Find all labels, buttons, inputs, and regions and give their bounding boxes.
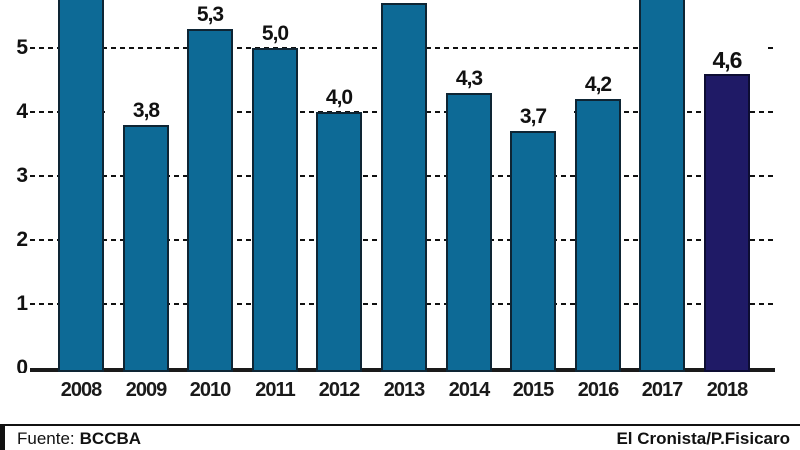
y-axis-label-4: 4 xyxy=(16,100,28,123)
y-axis-label-3: 3 xyxy=(16,164,28,187)
bar-2008 xyxy=(58,0,104,372)
y-axis-label-2: 2 xyxy=(16,228,28,251)
bar-2018 xyxy=(704,74,750,372)
value-label-2009: 3,8 xyxy=(105,98,187,124)
footer-accent-bar xyxy=(0,426,5,450)
y-axis-label-1: 1 xyxy=(16,292,28,315)
x-axis-label-2010: 2010 xyxy=(189,379,232,401)
bar-2012 xyxy=(316,112,362,372)
value-label-2016: 4,2 xyxy=(557,72,639,98)
bar-2013 xyxy=(381,3,427,372)
bar-2016 xyxy=(575,99,621,372)
bar-2017 xyxy=(639,0,685,372)
bar-2014 xyxy=(446,93,492,372)
bar-2011 xyxy=(252,48,298,372)
x-axis-label-2017: 2017 xyxy=(641,379,684,401)
bar-2009 xyxy=(123,125,169,372)
x-axis-label-2012: 2012 xyxy=(318,379,361,401)
source-label: Fuente: xyxy=(17,429,75,448)
x-axis-label-2013: 2013 xyxy=(383,379,426,401)
plot-area: 0 1 2 3 4 5 3,8 5,3 5,0 4,0 4,3 3,7 4,2 4,6 xyxy=(16,0,775,373)
x-axis-label-2016: 2016 xyxy=(577,379,620,401)
x-axis-label-2008: 2008 xyxy=(60,379,103,401)
x-axis-label-2011: 2011 xyxy=(255,379,295,401)
x-axis-label-2018: 2018 xyxy=(706,379,749,401)
x-axis-label-2009: 2009 xyxy=(125,379,168,401)
bar-2015 xyxy=(510,131,556,372)
source-value: BCCBA xyxy=(79,429,142,448)
x-axis-label-2014: 2014 xyxy=(448,379,491,401)
x-axis-labels: 2008 2009 2010 2011 2012 2013 2014 2015 2016 2017… xyxy=(60,379,749,401)
x-axis-label-2015: 2015 xyxy=(512,379,555,401)
bar-2010 xyxy=(187,29,233,372)
value-label-2015: 3,7 xyxy=(492,104,574,130)
credit-text: El Cronista/P.Fisicaro xyxy=(616,429,790,448)
value-label-2011: 5,0 xyxy=(234,21,316,47)
value-label-2012: 4,0 xyxy=(298,85,380,111)
source-text: Fuente: BCCBA xyxy=(17,429,141,449)
value-label-2018: 4,6 xyxy=(686,47,768,73)
y-axis-label-5: 5 xyxy=(16,36,28,59)
footer: Fuente: BCCBA El Cronista/P.Fisicaro xyxy=(0,424,800,450)
y-axis-label-0: 0 xyxy=(16,356,28,373)
value-label-2014: 4,3 xyxy=(428,66,510,92)
